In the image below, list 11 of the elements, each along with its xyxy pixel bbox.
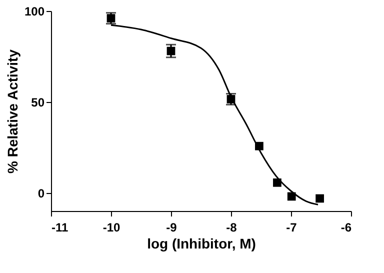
y-tick-label: 0 <box>38 186 45 200</box>
y-axis-title: % Relative Activity <box>4 49 20 174</box>
x-tick-label: -6 <box>340 220 352 234</box>
x-tick-label: -7 <box>286 220 298 234</box>
x-tick-label: -10 <box>102 220 120 234</box>
x-axis-title: log (Inhibitor, M) <box>147 236 256 252</box>
x-tick-label: -11 <box>52 220 69 234</box>
x-tick-label: -9 <box>166 220 178 234</box>
x-tick-label: -8 <box>226 220 238 234</box>
y-tick-label: 100 <box>24 4 45 18</box>
y-tick-label: 50 <box>31 95 45 110</box>
